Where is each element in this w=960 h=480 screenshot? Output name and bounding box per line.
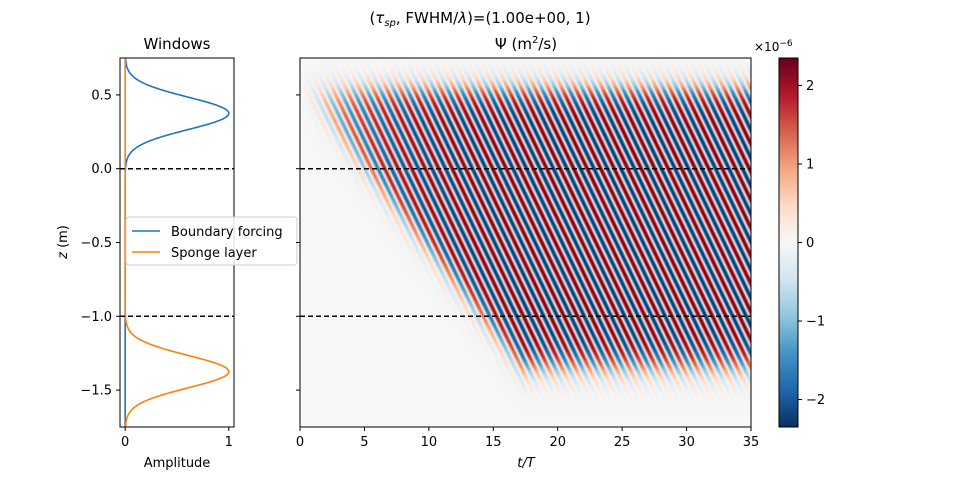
psi-heatmap <box>300 58 751 427</box>
colorbar-gradient <box>778 57 799 428</box>
psi-xtick-label: 5 <box>360 435 368 450</box>
windows-xtick-label: 0 <box>121 435 129 450</box>
windows-ytick-label: −0.5 <box>80 236 112 251</box>
colorbar: 2 1 0 −1 −2 ×10−6 <box>754 39 825 428</box>
windows-ytick-label: −1.0 <box>80 310 112 325</box>
psi-xtick-label: 15 <box>485 435 502 450</box>
legend-frame <box>125 216 298 266</box>
windows-curve-sponge-layer <box>124 58 230 427</box>
psi-title: Ψ (m2/s) <box>495 35 557 53</box>
psi-xtick-label: 30 <box>678 435 695 450</box>
windows-title: Windows <box>144 35 211 53</box>
legend-label-sponge-layer: Sponge layer <box>171 246 257 261</box>
psi-xtick-label: 20 <box>549 435 566 450</box>
legend-label-boundary-forcing: Boundary forcing <box>171 225 283 240</box>
colorbar-scale-label: ×10−6 <box>754 39 793 54</box>
windows-legend: Boundary forcing Sponge layer <box>125 216 298 266</box>
windows-xlabel: Amplitude <box>144 456 211 471</box>
windows-ytick-label: −1.5 <box>80 384 112 399</box>
colorbar-ticks: 2 1 0 −1 −2 <box>798 79 825 408</box>
psi-xtick-label: 0 <box>296 435 304 450</box>
psi-xlabel: t/T <box>517 456 535 471</box>
windows-panel: Windows 0.5 0.0 −0.5 −1.0 −1.5 0 1 Amplitude z… <box>56 35 298 471</box>
colorbar-tick-label: −2 <box>806 393 825 408</box>
colorbar-tick-label: 2 <box>806 79 814 94</box>
colorbar-tick-label: 0 <box>806 236 814 251</box>
windows-ticks: 0.5 0.0 −0.5 −1.0 −1.5 0 1 <box>80 88 233 450</box>
figure-suptitle: (τsp, FWHM/λ)=(1.00e+00, 1) <box>369 9 590 29</box>
colorbar-tick-label: 1 <box>806 157 814 172</box>
psi-heatmap-image <box>300 58 751 427</box>
colorbar-tick-label: −1 <box>806 315 825 330</box>
windows-ytick-label: 0.5 <box>91 88 112 103</box>
psi-xtick-label: 35 <box>743 435 760 450</box>
windows-xtick-label: 1 <box>225 435 233 450</box>
windows-plot-area <box>120 58 234 427</box>
psi-xtick-label: 10 <box>421 435 438 450</box>
psi-ticks: 0 5 10 15 20 25 30 35 <box>296 94 760 450</box>
windows-ylabel: z (m) <box>56 225 71 260</box>
psi-panel: Ψ (m2/s) 0 5 10 15 20 25 30 35 t/T <box>296 35 759 471</box>
psi-xtick-label: 25 <box>614 435 631 450</box>
windows-ytick-label: 0.0 <box>91 162 112 177</box>
